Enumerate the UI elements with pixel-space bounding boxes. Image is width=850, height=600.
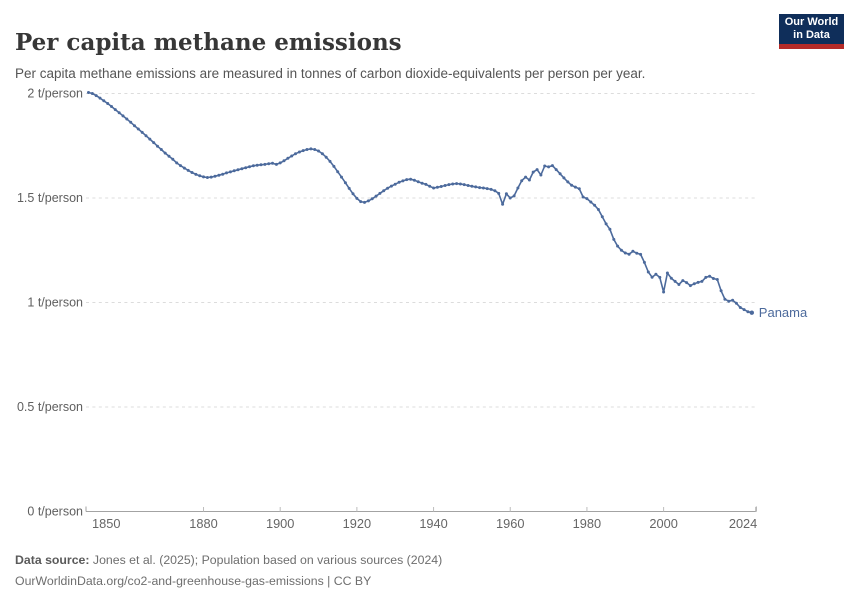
page-title: Per capita methane emissions — [15, 29, 402, 57]
data-points[interactable] — [87, 91, 754, 315]
gridlines — [86, 93, 757, 408]
x-tick-label: 1880 — [189, 516, 217, 531]
y-tick-label: 2 t/person — [27, 87, 83, 101]
x-tick-label: 1920 — [343, 516, 371, 531]
x-tick-label: 1940 — [419, 516, 447, 531]
x-tick-label: 1850 — [92, 516, 120, 531]
data-source-text: Jones et al. (2025); Population based on… — [92, 553, 443, 568]
x-tick-label: 1900 — [266, 516, 294, 531]
attribution-link[interactable]: OurWorldinData.org/co2-and-greenhouse-ga… — [15, 574, 372, 589]
y-axis-labels: 0 t/person 0.5 t/person 1 t/person 1.5 t/pe… — [17, 87, 83, 519]
x-tick-label: 2024 — [729, 516, 757, 531]
x-tick-label: 1980 — [573, 516, 601, 531]
owid-logo[interactable]: Our World in Data — [779, 14, 844, 49]
data-source-label: Data source: — [15, 553, 90, 568]
y-tick-label: 1.5 t/person — [17, 191, 83, 205]
y-tick-label: 1 t/person — [27, 296, 83, 310]
x-tick-label: 1960 — [496, 516, 524, 531]
y-tick-label: 0.5 t/person — [17, 400, 83, 414]
chart-subtitle: Per capita methane emissions are measure… — [15, 65, 646, 81]
series-label-panama[interactable]: Panama — [759, 305, 808, 320]
data-source-line: Data source: Jones et al. (2025); Popula… — [15, 553, 442, 567]
x-axis-labels: 1850 1880 1900 1920 1940 1960 1980 2000 2024 — [92, 516, 757, 531]
x-tick-label: 2000 — [649, 516, 677, 531]
data-line[interactable] — [87, 91, 753, 314]
owid-logo-line1: Our World — [784, 16, 839, 28]
y-tick-label: 0 t/person — [27, 505, 83, 519]
x-axis — [85, 506, 757, 512]
owid-logo-line2: in Data — [793, 29, 830, 41]
